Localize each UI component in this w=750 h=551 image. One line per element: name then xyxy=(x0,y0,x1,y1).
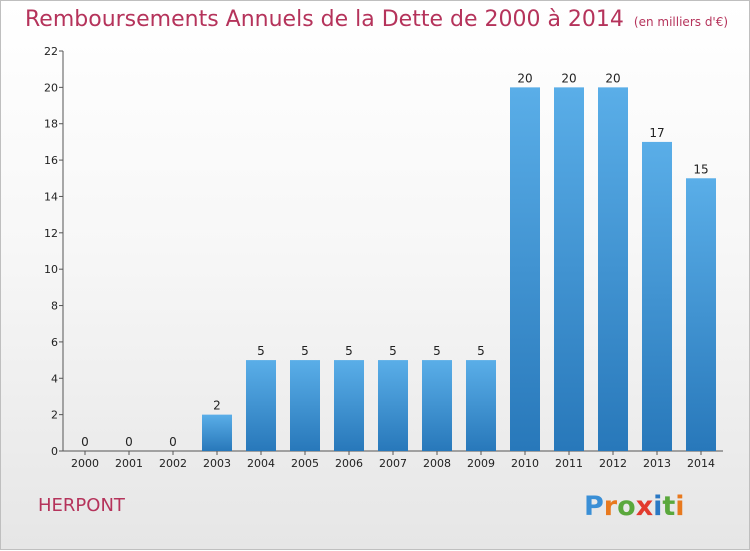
y-tick-label: 6 xyxy=(51,336,58,349)
y-tick-label: 14 xyxy=(44,190,58,203)
logo-letter: x xyxy=(635,491,654,522)
x-tick-label: 2013 xyxy=(643,457,671,470)
value-label: 0 xyxy=(169,435,177,449)
logo-letter: i xyxy=(675,491,685,522)
x-tick-label: 2012 xyxy=(599,457,627,470)
y-tick-label: 8 xyxy=(51,300,58,313)
value-label: 5 xyxy=(345,344,353,358)
x-tick-label: 2002 xyxy=(159,457,187,470)
chart-title: Remboursements Annuels de la Dette de 20… xyxy=(25,7,728,32)
commune-name: HERPONT xyxy=(38,495,125,516)
x-tick-label: 2007 xyxy=(379,457,407,470)
bar xyxy=(422,360,452,451)
bar xyxy=(598,87,628,451)
x-tick-label: 2009 xyxy=(467,457,495,470)
chart-title-text: Remboursements Annuels de la Dette de 20… xyxy=(25,7,624,32)
x-tick-label: 2011 xyxy=(555,457,583,470)
chart-unit: (en milliers d'€) xyxy=(633,15,729,29)
bar xyxy=(642,141,672,451)
y-tick-label: 18 xyxy=(44,118,58,131)
value-label: 0 xyxy=(125,435,133,449)
value-label: 5 xyxy=(389,344,397,358)
x-tick-label: 2010 xyxy=(511,457,539,470)
value-label: 2 xyxy=(213,399,221,413)
proxiti-logo: Proxiti xyxy=(584,491,685,522)
x-tick-label: 2001 xyxy=(115,457,143,470)
logo-letter: P xyxy=(584,491,604,522)
value-label: 17 xyxy=(649,126,664,140)
value-label: 0 xyxy=(81,435,89,449)
bar xyxy=(334,360,364,451)
y-tick-label: 2 xyxy=(51,409,58,422)
logo-letter: o xyxy=(617,491,636,522)
y-tick-label: 16 xyxy=(44,154,58,167)
value-label: 5 xyxy=(301,344,309,358)
bar xyxy=(290,360,320,451)
value-label: 5 xyxy=(257,344,265,358)
value-label: 5 xyxy=(477,344,485,358)
value-label: 5 xyxy=(433,344,441,358)
x-tick-label: 2014 xyxy=(687,457,715,470)
y-tick-label: 10 xyxy=(44,263,58,276)
y-tick-label: 0 xyxy=(51,445,58,458)
bar xyxy=(510,87,540,451)
bar xyxy=(202,414,232,451)
x-tick-label: 2004 xyxy=(247,457,275,470)
x-tick-label: 2008 xyxy=(423,457,451,470)
value-label: 15 xyxy=(693,162,708,176)
x-tick-label: 2000 xyxy=(71,457,99,470)
y-tick-label: 22 xyxy=(44,45,58,58)
bar xyxy=(246,360,276,451)
bar xyxy=(686,178,716,452)
bar xyxy=(378,360,408,451)
y-tick-label: 12 xyxy=(44,227,58,240)
value-label: 20 xyxy=(517,71,532,85)
y-tick-label: 20 xyxy=(44,81,58,94)
logo-letter: i xyxy=(653,491,663,522)
value-label: 20 xyxy=(605,71,620,85)
bar xyxy=(466,360,496,451)
logo-letter: t xyxy=(662,491,676,522)
x-tick-label: 2005 xyxy=(291,457,319,470)
value-label: 20 xyxy=(561,71,576,85)
logo-letter: r xyxy=(603,491,618,522)
y-tick-label: 4 xyxy=(51,372,58,385)
x-tick-label: 2006 xyxy=(335,457,363,470)
bar xyxy=(554,87,584,451)
x-tick-label: 2003 xyxy=(203,457,231,470)
